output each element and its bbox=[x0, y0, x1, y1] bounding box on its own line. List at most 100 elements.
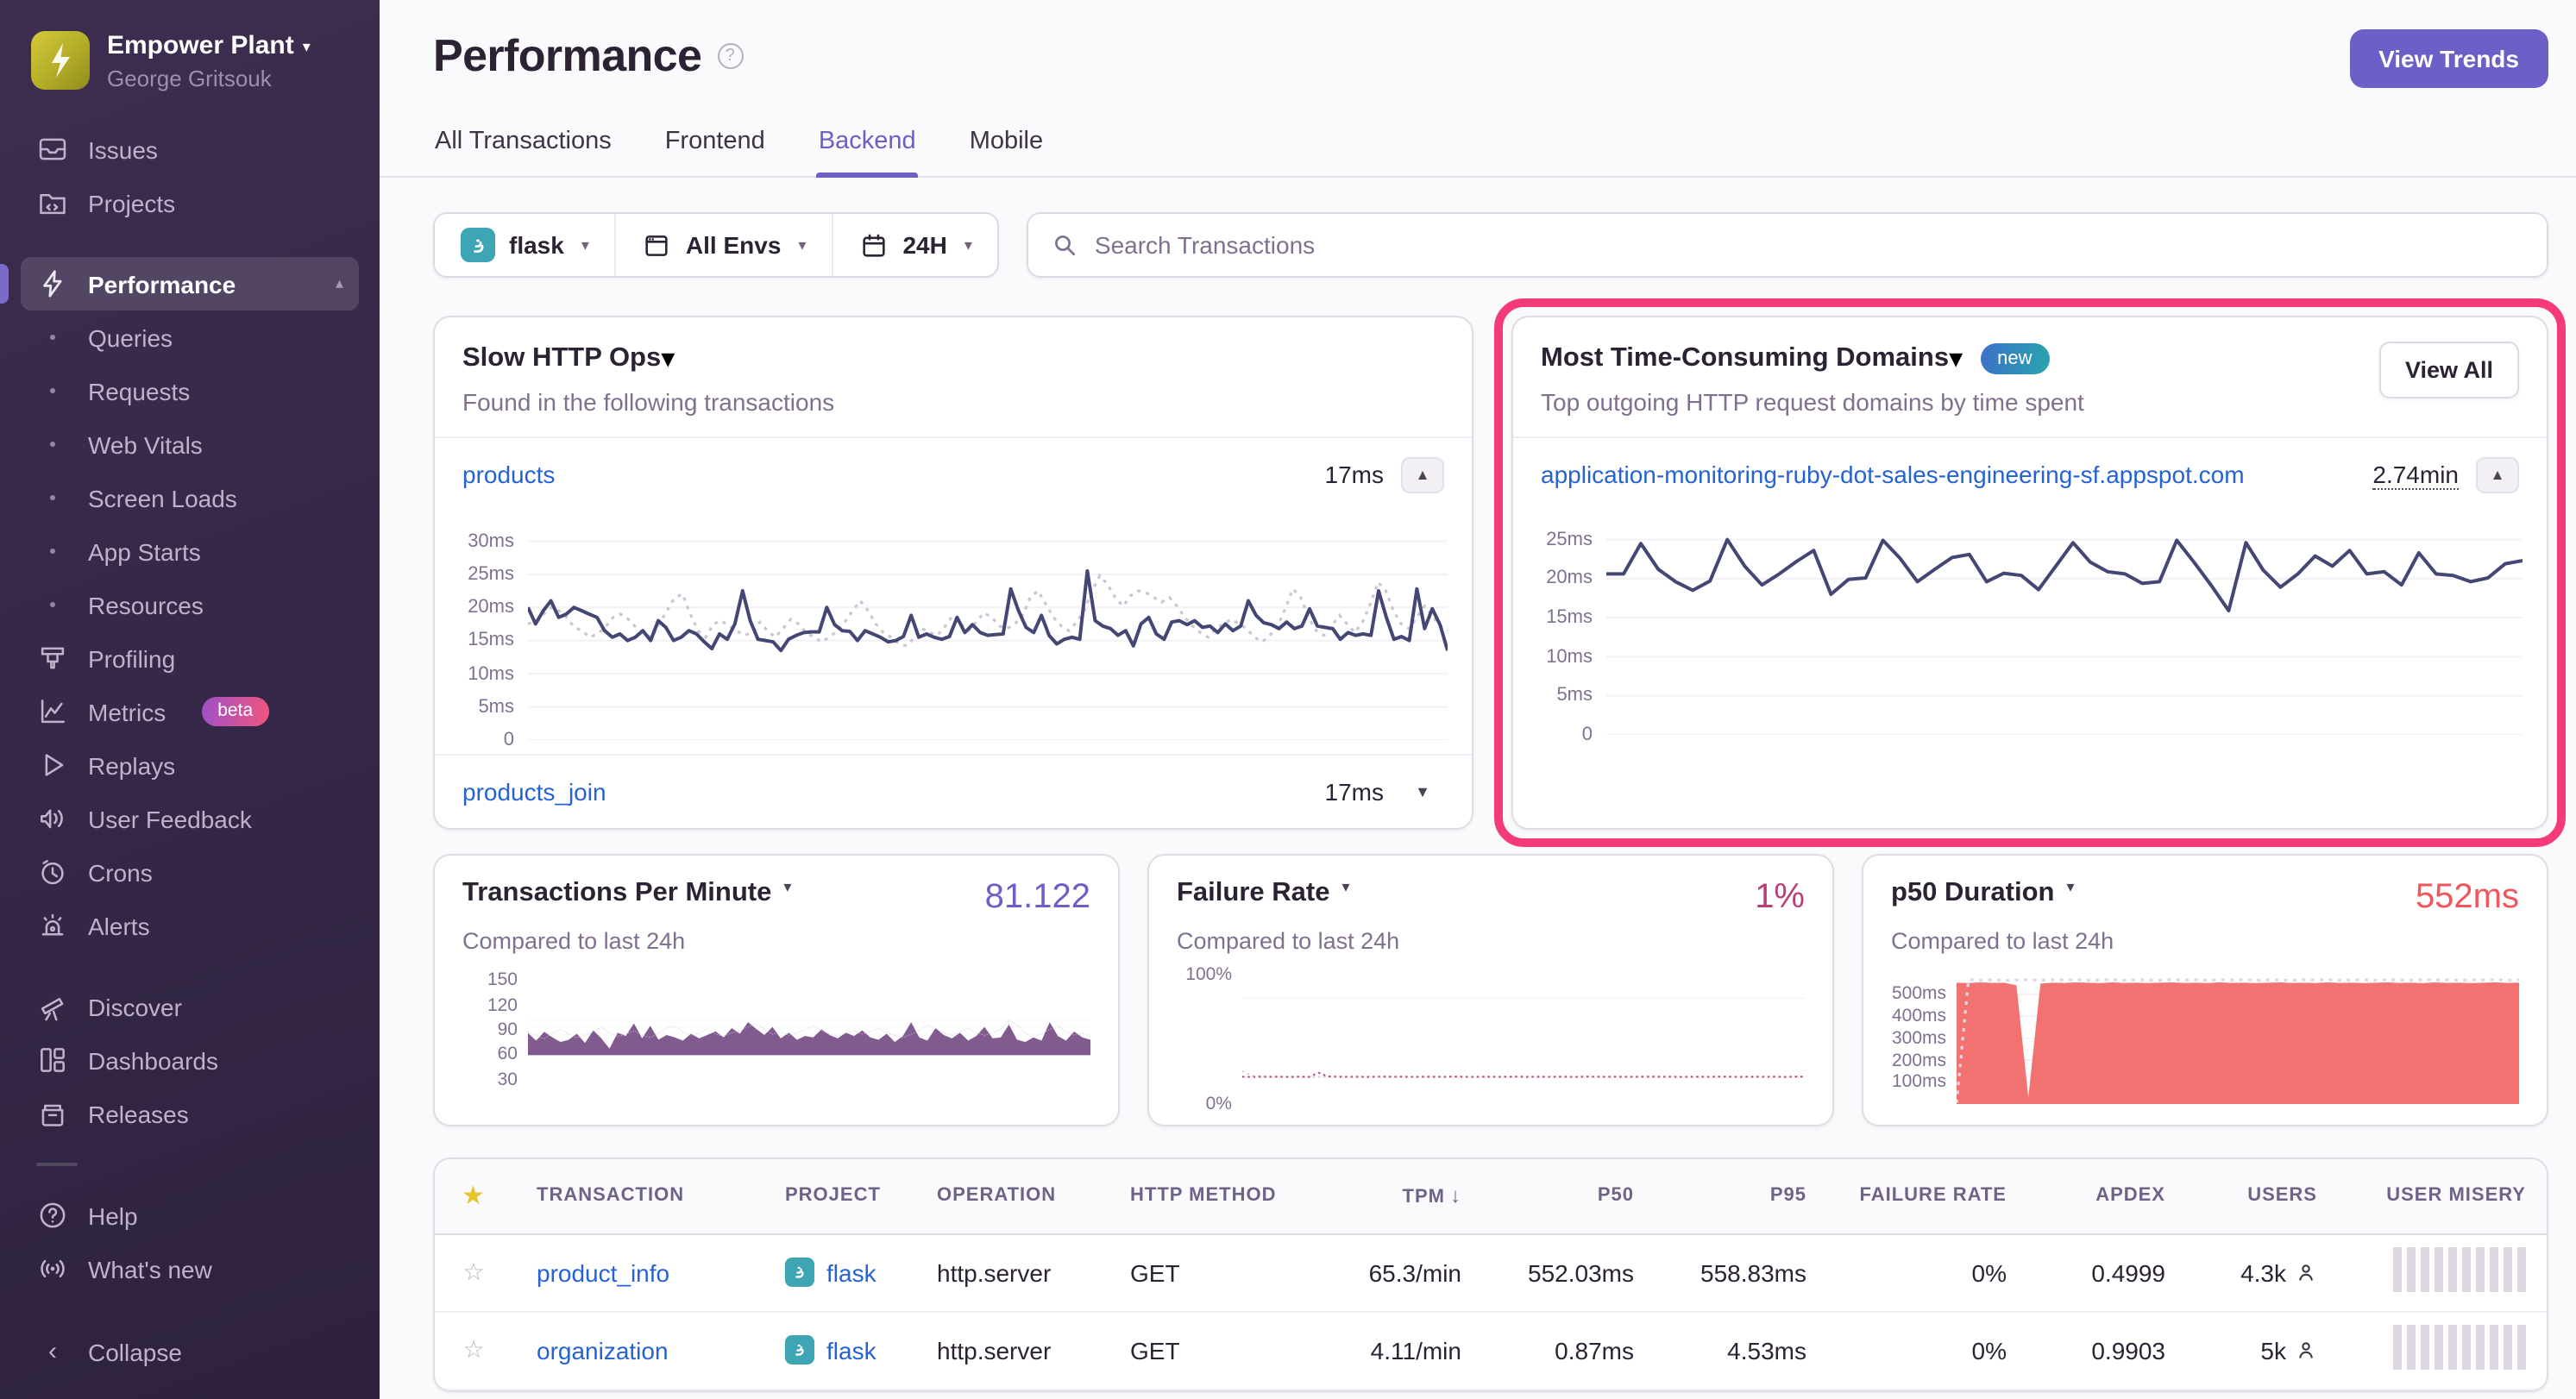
lightning-icon bbox=[36, 267, 69, 300]
stat-card-dropdown[interactable]: Transactions Per Minute ▾ 81.122 bbox=[462, 878, 1090, 918]
project-filter-value: flask bbox=[509, 231, 564, 259]
duration-value: 17ms bbox=[1324, 778, 1384, 806]
domains-dropdown[interactable]: Most Time-Consuming Domains ▾ new bbox=[1541, 342, 2379, 376]
column-header-tpm[interactable]: TPM ↓ bbox=[1313, 1159, 1486, 1234]
sidebar-subitem-screen-loads[interactable]: Screen Loads bbox=[21, 471, 359, 524]
chevron-down-icon: ▾ bbox=[302, 37, 311, 54]
project-link[interactable]: flask bbox=[826, 1336, 876, 1364]
releases-icon bbox=[36, 1097, 69, 1130]
beta-badge: beta bbox=[202, 697, 269, 726]
sidebar-item-performance[interactable]: Performance ▴ bbox=[0, 257, 359, 311]
sidebar-divider bbox=[36, 1163, 78, 1166]
sidebar-item-label: Projects bbox=[88, 189, 176, 216]
column-header-failure-rate[interactable]: FAILURE RATE bbox=[1831, 1159, 2031, 1234]
column-header-p95[interactable]: P95 bbox=[1658, 1159, 1831, 1234]
column-header-transaction[interactable]: TRANSACTION bbox=[512, 1159, 761, 1234]
sidebar-item-metrics[interactable]: Metrics beta bbox=[21, 685, 359, 738]
sidebar-item-replays[interactable]: Replays bbox=[21, 738, 359, 792]
sidebar-subitem-queries[interactable]: Queries bbox=[21, 311, 359, 364]
help-icon[interactable]: ? bbox=[717, 43, 744, 69]
p95-cell: 558.83ms bbox=[1658, 1233, 1831, 1312]
bullet-dot bbox=[50, 495, 55, 500]
transaction-link[interactable]: product_info bbox=[537, 1258, 670, 1286]
tab-backend[interactable]: Backend bbox=[816, 128, 919, 178]
sidebar-subitem-web-vitals[interactable]: Web Vitals bbox=[21, 417, 359, 471]
main-content: Performance ? View Trends All Transactio… bbox=[380, 0, 2576, 1399]
column-header-http-method[interactable]: HTTP METHOD bbox=[1106, 1159, 1313, 1234]
environment-filter[interactable]: All Envs ▾ bbox=[614, 214, 832, 276]
transaction-link[interactable]: products_join bbox=[462, 778, 606, 806]
stat-card-chart bbox=[1242, 968, 1805, 1104]
date-range-filter[interactable]: 24H ▾ bbox=[832, 214, 997, 276]
environments-icon bbox=[643, 230, 672, 260]
sidebar-subitem-requests[interactable]: Requests bbox=[21, 364, 359, 417]
y-tick-label: 25ms bbox=[468, 563, 514, 585]
duration-value: 17ms bbox=[1324, 461, 1384, 488]
expand-row-button[interactable]: ▼ bbox=[1415, 783, 1430, 800]
sidebar-item-profiling[interactable]: Profiling bbox=[21, 631, 359, 685]
column-header-p50[interactable]: P50 bbox=[1486, 1159, 1658, 1234]
project-link[interactable]: flask bbox=[826, 1258, 876, 1286]
search-icon bbox=[1055, 235, 1076, 255]
column-header-user-misery[interactable]: USER MISERY bbox=[2341, 1159, 2547, 1234]
sidebar-item-user-feedback[interactable]: User Feedback bbox=[21, 792, 359, 845]
megaphone-icon bbox=[36, 802, 69, 835]
view-all-button[interactable]: View All bbox=[2378, 342, 2519, 398]
stat-card-p50-duration: p50 Duration ▾ 552ms Compared to last 24… bbox=[1862, 854, 2548, 1126]
collapse-row-button[interactable]: ▲ bbox=[1401, 456, 1444, 492]
transaction-link[interactable]: organization bbox=[537, 1336, 669, 1364]
metrics-icon bbox=[36, 695, 69, 728]
sidebar-item-what-s-new[interactable]: What's new bbox=[21, 1242, 359, 1295]
sidebar-item-alerts[interactable]: Alerts bbox=[21, 899, 359, 952]
table-row[interactable]: ☆ organization flask http.server GET 4.1… bbox=[435, 1311, 2547, 1390]
http-method-cell: GET bbox=[1106, 1311, 1313, 1390]
sidebar-item-dashboards[interactable]: Dashboards bbox=[21, 1033, 359, 1087]
sidebar-item-label: Releases bbox=[88, 1100, 189, 1127]
stat-card-dropdown[interactable]: Failure Rate ▾ 1% bbox=[1177, 878, 1805, 918]
column-header-apdex[interactable]: APDEX bbox=[2031, 1159, 2190, 1234]
column-header-operation[interactable]: OPERATION bbox=[913, 1159, 1106, 1234]
chevron-down-icon: ▾ bbox=[798, 235, 807, 253]
search-input[interactable] bbox=[1094, 231, 2524, 259]
project-filter[interactable]: flask ▾ bbox=[435, 214, 615, 276]
sidebar-item-label: Performance bbox=[88, 270, 236, 298]
sidebar-item-projects[interactable]: Projects bbox=[21, 176, 359, 229]
y-tick-label: 25ms bbox=[1546, 529, 1593, 550]
stat-card-dropdown[interactable]: p50 Duration ▾ 552ms bbox=[1891, 878, 2519, 918]
domain-link[interactable]: application-monitoring-ruby-dot-sales-en… bbox=[1541, 461, 2245, 488]
sort-desc-arrow-icon: ↓ bbox=[1450, 1183, 1461, 1208]
y-tick-label: 20ms bbox=[1546, 568, 1593, 589]
sidebar-subitem-resources[interactable]: Resources bbox=[21, 578, 359, 631]
failure-rate-cell: 0% bbox=[1831, 1311, 2031, 1390]
table-row[interactable]: ☆ product_info flask http.server GET 65.… bbox=[435, 1233, 2547, 1312]
column-header-users[interactable]: USERS bbox=[2190, 1159, 2341, 1234]
sidebar-item-label: Help bbox=[88, 1201, 138, 1229]
sidebar-collapse-button[interactable]: ‹ Collapse bbox=[21, 1325, 359, 1378]
favorite-star-button[interactable]: ☆ bbox=[435, 1311, 512, 1390]
sidebar-item-discover[interactable]: Discover bbox=[21, 980, 359, 1033]
collapse-row-button[interactable]: ▲ bbox=[2476, 456, 2519, 492]
view-trends-button[interactable]: View Trends bbox=[2349, 29, 2548, 88]
y-axis-labels: 150 120 90 60 30 bbox=[462, 968, 528, 1104]
sidebar-item-issues[interactable]: Issues bbox=[21, 122, 359, 176]
column-header-project[interactable]: PROJECT bbox=[761, 1159, 913, 1234]
time-spent-value[interactable]: 2.74min bbox=[2372, 460, 2459, 489]
stat-cards-row: Transactions Per Minute ▾ 81.122 Compare… bbox=[433, 854, 2548, 1126]
sidebar-item-crons[interactable]: Crons bbox=[21, 845, 359, 899]
transaction-link[interactable]: products bbox=[462, 461, 556, 488]
favorite-star-button[interactable]: ☆ bbox=[435, 1233, 512, 1312]
org-switcher[interactable]: Empower Plant ▾ George Gritsouk bbox=[21, 24, 359, 91]
sidebar-item-help[interactable]: Help bbox=[21, 1189, 359, 1242]
tab-all-transactions[interactable]: All Transactions bbox=[435, 128, 612, 155]
transactions-table-body: ☆ product_info flask http.server GET 65.… bbox=[435, 1233, 2547, 1390]
sidebar-subitem-app-starts[interactable]: App Starts bbox=[21, 524, 359, 578]
http-method-cell: GET bbox=[1106, 1233, 1313, 1312]
tab-mobile[interactable]: Mobile bbox=[969, 128, 1044, 155]
chevron-down-icon: ▾ bbox=[2066, 878, 2075, 895]
favorite-star-icon[interactable]: ★ bbox=[435, 1159, 512, 1234]
tab-frontend[interactable]: Frontend bbox=[664, 128, 765, 155]
sidebar-item-releases[interactable]: Releases bbox=[21, 1087, 359, 1140]
slow-http-ops-dropdown[interactable]: Slow HTTP Ops ▾ bbox=[462, 342, 1444, 376]
sidebar-subitem-label: Screen Loads bbox=[88, 484, 237, 511]
